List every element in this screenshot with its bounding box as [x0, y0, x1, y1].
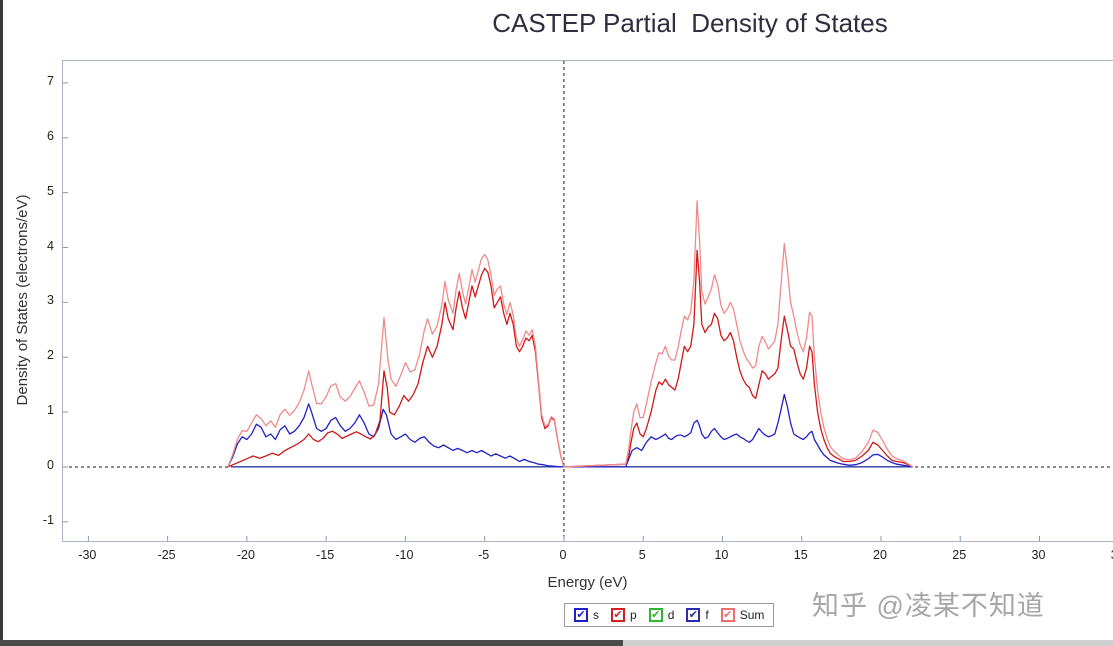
legend-item-p[interactable]: ✔ p: [611, 608, 637, 622]
y-tick-label: 3: [47, 293, 54, 308]
legend-item-sum[interactable]: ✔ Sum: [720, 608, 765, 622]
x-axis-label: Energy (eV): [547, 574, 628, 591]
dos-plot-canvas: [63, 61, 1113, 541]
x-tick-label: 10: [714, 548, 729, 562]
x-tick-label: 35: [1111, 548, 1113, 562]
y-tick-label: 5: [47, 183, 54, 198]
y-tick-label: 0: [47, 457, 54, 472]
x-tick-label: 30: [1031, 548, 1046, 562]
legend-item-f[interactable]: ✔ f: [686, 608, 709, 622]
x-tick-label: -30: [78, 548, 97, 562]
x-tick-label: 0: [559, 548, 567, 562]
legend-item-s[interactable]: ✔ s: [574, 608, 599, 622]
y-tick-label: 2: [47, 348, 54, 363]
x-tick-label: -5: [478, 548, 490, 562]
legend-label-f: f: [705, 608, 709, 622]
legend: ✔ s ✔ p ✔ d ✔ f ✔ Sum: [564, 603, 775, 627]
x-tick-label: -10: [395, 548, 414, 562]
x-tick-label: 25: [952, 548, 967, 562]
y-tick-label: 6: [47, 128, 54, 143]
window-bottom-border: [0, 640, 623, 646]
x-tick-label: -25: [157, 548, 176, 562]
watermark-text: 知乎 @凌某不知道: [812, 591, 1045, 621]
series-sum-curve: [227, 200, 914, 468]
x-tick-label: 5: [638, 548, 646, 562]
checkbox-p-icon[interactable]: ✔: [611, 608, 625, 622]
legend-label-s: s: [593, 608, 599, 622]
checkbox-d-icon[interactable]: ✔: [648, 608, 663, 622]
checkbox-sum-icon[interactable]: ✔: [720, 608, 735, 622]
y-tick-label: 4: [47, 238, 54, 253]
y-tick-label: -1: [42, 512, 54, 527]
legend-label-p: p: [630, 608, 637, 622]
window-left-border: [0, 0, 3, 646]
legend-label-sum: Sum: [739, 608, 765, 622]
legend-item-d[interactable]: ✔ d: [648, 608, 675, 622]
series-s-curve: [227, 393, 913, 468]
plot-area: [62, 60, 1113, 542]
x-tick-label: 15: [793, 548, 808, 562]
checkbox-f-icon[interactable]: ✔: [686, 608, 701, 622]
series-p-curve: [227, 249, 913, 468]
x-tick-label: 20: [873, 548, 887, 562]
y-tick-label: 1: [47, 403, 54, 418]
y-tick-label: 7: [47, 73, 54, 88]
legend-label-d: d: [667, 608, 675, 622]
x-tick-label: -15: [316, 548, 335, 562]
chart-title: CASTEP Partial Density of States: [492, 8, 888, 38]
checkbox-s-icon[interactable]: ✔: [574, 608, 588, 622]
window-bottom-border-right: [623, 640, 1113, 646]
x-tick-label: -20: [236, 548, 255, 562]
